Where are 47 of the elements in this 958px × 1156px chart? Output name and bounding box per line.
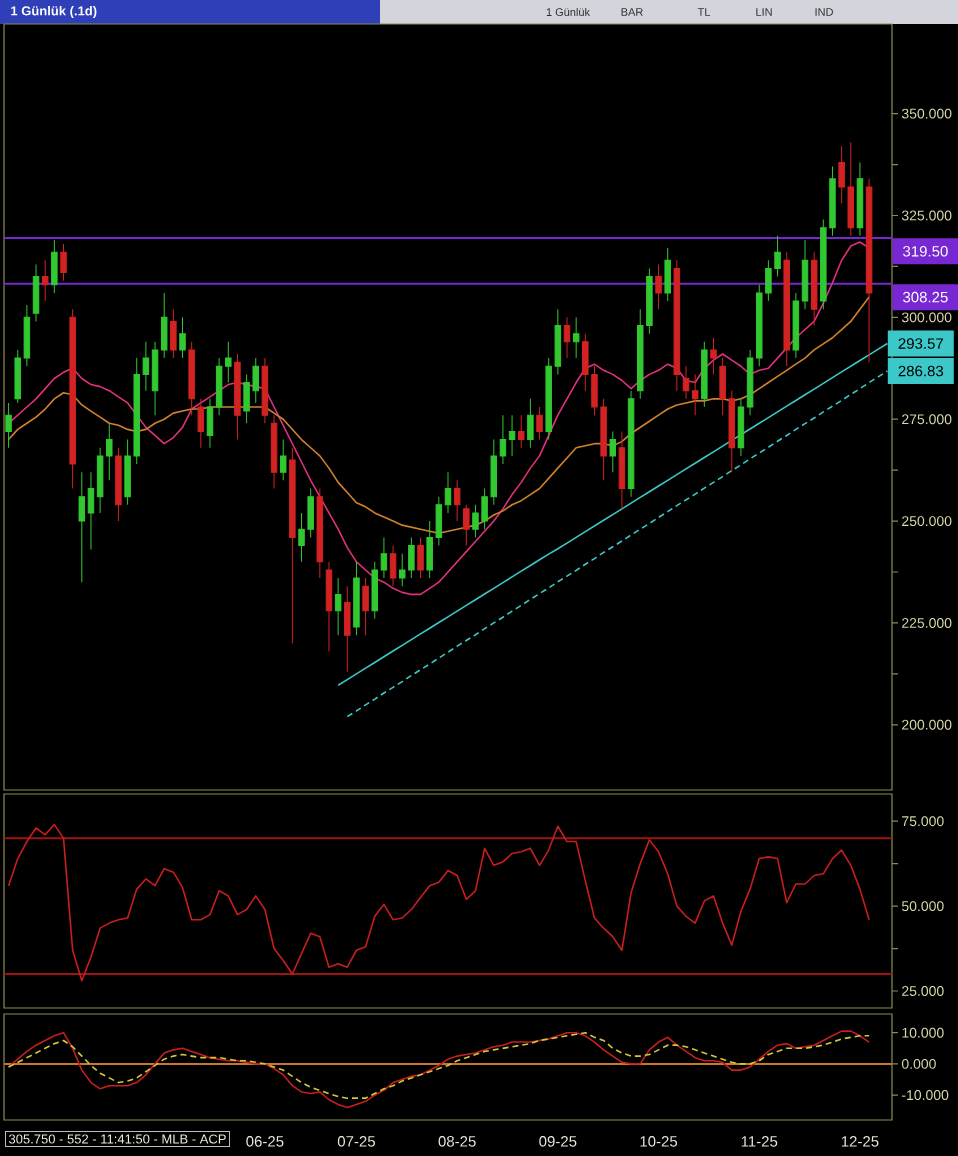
candlestick (78, 471, 86, 583)
candlestick (188, 341, 195, 416)
candlestick (362, 577, 369, 636)
candlestick (353, 561, 360, 636)
candlestick (536, 406, 543, 441)
candlestick (572, 316, 580, 359)
candlestick (655, 263, 662, 310)
line-series (7, 823, 870, 982)
candlestick (664, 247, 671, 302)
candlestick (234, 353, 241, 441)
candlestick (783, 251, 790, 367)
candlestick (517, 414, 525, 449)
candlestick (270, 414, 278, 489)
candlestick (69, 308, 76, 489)
candlestick (463, 504, 470, 547)
candlestick (527, 398, 534, 449)
candlestick (865, 178, 873, 363)
candlestick (279, 439, 287, 481)
candlestick (453, 479, 461, 522)
candlestick (5, 402, 12, 449)
candlestick (41, 259, 49, 302)
candlestick (261, 357, 269, 424)
candlestick (389, 545, 397, 587)
candlestick (563, 316, 571, 359)
candlestick (856, 162, 864, 237)
candlestick (170, 308, 177, 359)
candlestick (289, 447, 296, 644)
candlestick (325, 561, 333, 652)
candlestick (115, 447, 122, 522)
candlestick (691, 373, 699, 416)
candlestick (673, 259, 681, 392)
candlestick (810, 251, 818, 326)
candlestick (32, 263, 40, 322)
candlestick (627, 390, 635, 498)
candlestick (618, 430, 626, 510)
candlestick (60, 243, 67, 282)
candlestick (609, 430, 617, 473)
candlestick (179, 316, 186, 359)
candlestick (51, 239, 58, 294)
candlestick (344, 585, 351, 673)
candlestick (316, 487, 324, 579)
candlestick (334, 577, 342, 636)
candlestick (508, 414, 516, 457)
candlestick (417, 536, 424, 579)
candlestick (701, 341, 708, 408)
candlestick (197, 398, 205, 449)
candlestick (710, 337, 717, 375)
